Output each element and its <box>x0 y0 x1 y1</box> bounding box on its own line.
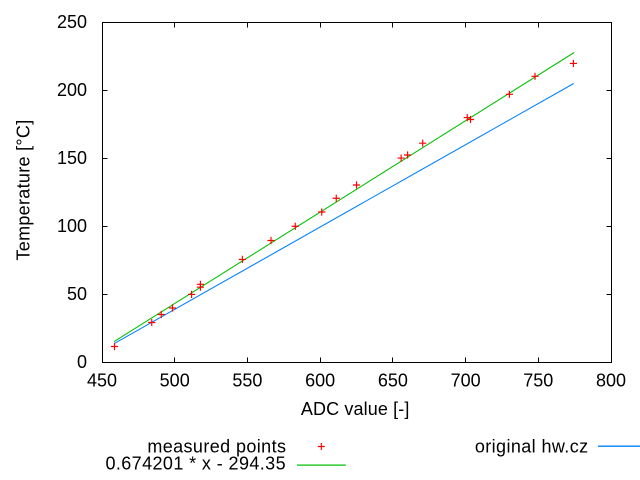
svg-text:50: 50 <box>67 284 87 304</box>
svg-text:Temperature [°C]: Temperature [°C] <box>14 119 34 260</box>
svg-text:ADC value [-]: ADC value [-] <box>301 399 410 419</box>
svg-text:0.674201 * x - 294.35: 0.674201 * x - 294.35 <box>105 453 286 473</box>
svg-text:450: 450 <box>87 371 117 391</box>
svg-text:original hw.cz: original hw.cz <box>475 437 589 457</box>
svg-text:100: 100 <box>57 216 87 236</box>
svg-text:700: 700 <box>451 371 481 391</box>
svg-text:550: 550 <box>232 371 262 391</box>
svg-text:800: 800 <box>596 371 626 391</box>
svg-text:600: 600 <box>305 371 335 391</box>
svg-text:200: 200 <box>57 80 87 100</box>
svg-text:150: 150 <box>57 148 87 168</box>
svg-text:500: 500 <box>160 371 190 391</box>
svg-text:measured points: measured points <box>147 437 286 457</box>
svg-text:0: 0 <box>77 352 87 372</box>
svg-text:750: 750 <box>523 371 553 391</box>
svg-text:250: 250 <box>57 12 87 32</box>
svg-text:650: 650 <box>378 371 408 391</box>
